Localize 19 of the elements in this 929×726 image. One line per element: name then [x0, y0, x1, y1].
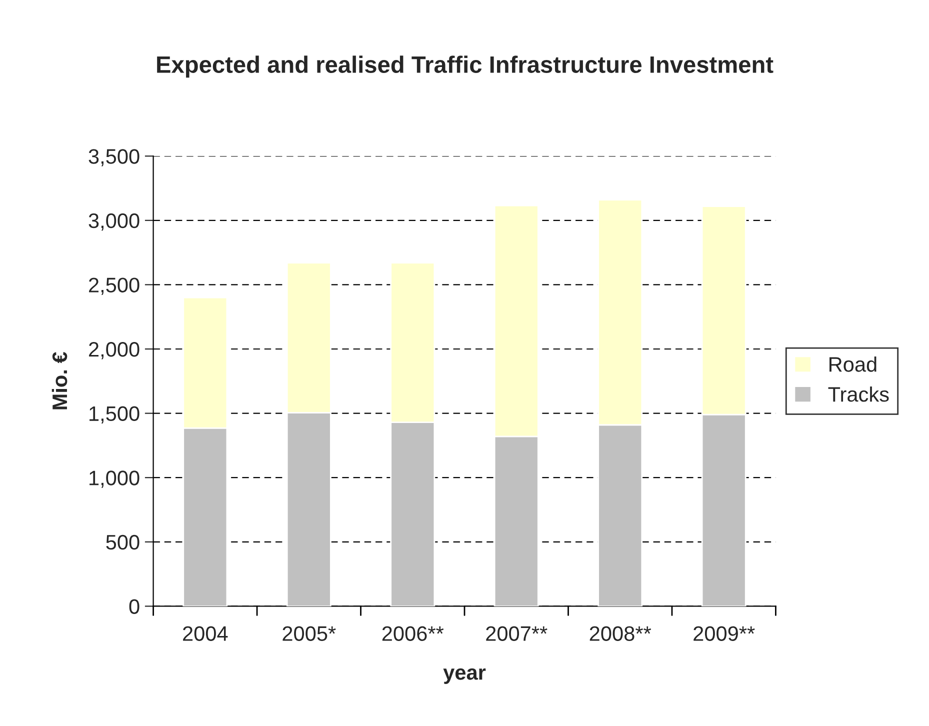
y-tick-label: 2,500 [89, 278, 140, 295]
legend-label: Road [830, 356, 876, 372]
y-tick-label: 3,000 [88, 213, 140, 231]
y-tick-label: 3,500 [88, 149, 140, 166]
y-tick-label: 1,500 [90, 406, 140, 424]
y-tick-label: 500 [106, 534, 140, 550]
x-tick-label: 2007** [486, 626, 548, 641]
x-axis-title: year [443, 668, 486, 684]
chart-title: Expected and realised Traffic Infrastructure Investment [157, 56, 774, 78]
y-tick-label: 0 [129, 599, 140, 614]
y-axis-title: Mio. € [52, 352, 68, 410]
y-tick-label: 2,000 [89, 342, 140, 360]
x-tick-label: 2005* [282, 626, 336, 641]
x-tick-label: 2006** [382, 626, 444, 641]
legend-label: Tracks [828, 386, 889, 402]
y-tick-label: 1,000 [90, 470, 140, 488]
x-tick-label: 2008** [590, 626, 652, 641]
x-tick-label: 2004 [183, 626, 228, 641]
x-tick-label: 2009** [694, 626, 755, 641]
